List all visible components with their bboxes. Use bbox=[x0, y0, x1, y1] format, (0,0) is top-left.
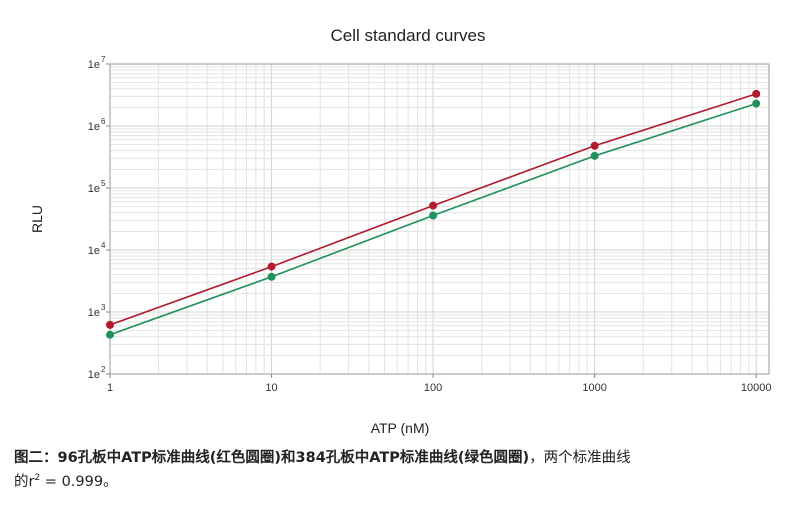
y-tick-label: 1e bbox=[88, 307, 100, 319]
chart-title: Cell standard curves bbox=[331, 26, 486, 45]
y-tick-exponent: 4 bbox=[101, 241, 106, 250]
caption-line-2: 的r2 = 0.999。 bbox=[14, 470, 784, 494]
caption-prefix: 的r bbox=[14, 474, 35, 490]
y-tick-exponent: 6 bbox=[101, 117, 106, 126]
figure-caption: 图二：96孔板中ATP标准曲线(红色圆圈)和384孔板中ATP标准曲线(绿色圆圈… bbox=[14, 446, 784, 494]
y-tick-exponent: 3 bbox=[101, 303, 106, 312]
x-tick-label: 10 bbox=[265, 382, 277, 394]
x-tick-label: 1 bbox=[107, 382, 113, 394]
x-tick-label: 1000 bbox=[582, 382, 606, 394]
series-2-point bbox=[590, 151, 599, 160]
y-tick-label: 1e bbox=[88, 369, 100, 381]
y-tick-exponent: 7 bbox=[101, 55, 106, 64]
series-2-point bbox=[429, 211, 438, 220]
y-tick-label: 1e bbox=[88, 245, 100, 257]
caption-line-1: 图二：96孔板中ATP标准曲线(红色圆圈)和384孔板中ATP标准曲线(绿色圆圈… bbox=[14, 446, 784, 470]
series-2-point bbox=[752, 99, 761, 108]
caption-superscript: 2 bbox=[34, 473, 41, 484]
y-tick-label: 1e bbox=[88, 183, 100, 195]
series-2-point bbox=[267, 272, 276, 281]
series bbox=[106, 89, 761, 339]
x-tick-label: 10000 bbox=[741, 382, 772, 394]
x-axis-label: ATP (nM) bbox=[371, 420, 430, 436]
series-1-point bbox=[752, 89, 761, 98]
grid bbox=[110, 64, 769, 374]
y-tick-exponent: 5 bbox=[101, 179, 106, 188]
caption-suffix: = 0.999。 bbox=[40, 474, 118, 490]
series-1-point bbox=[106, 320, 114, 329]
y-tick-label: 1e bbox=[88, 121, 100, 133]
y-tick-label: 1e bbox=[88, 59, 100, 71]
plot-frame bbox=[109, 63, 770, 375]
caption-bold: 图二：96孔板中ATP标准曲线(红色圆圈)和384孔板中ATP标准曲线(绿色圆圈… bbox=[14, 450, 530, 466]
caption-rest: ，两个标准曲线 bbox=[529, 450, 631, 466]
series-1-point bbox=[590, 141, 599, 150]
series-1-point bbox=[267, 262, 276, 271]
y-axis-label: RLU bbox=[29, 205, 45, 233]
series-1-point bbox=[429, 201, 438, 210]
x-tick-label: 100 bbox=[424, 382, 442, 394]
series-2-point bbox=[106, 330, 114, 339]
y-tick-exponent: 2 bbox=[101, 365, 106, 374]
